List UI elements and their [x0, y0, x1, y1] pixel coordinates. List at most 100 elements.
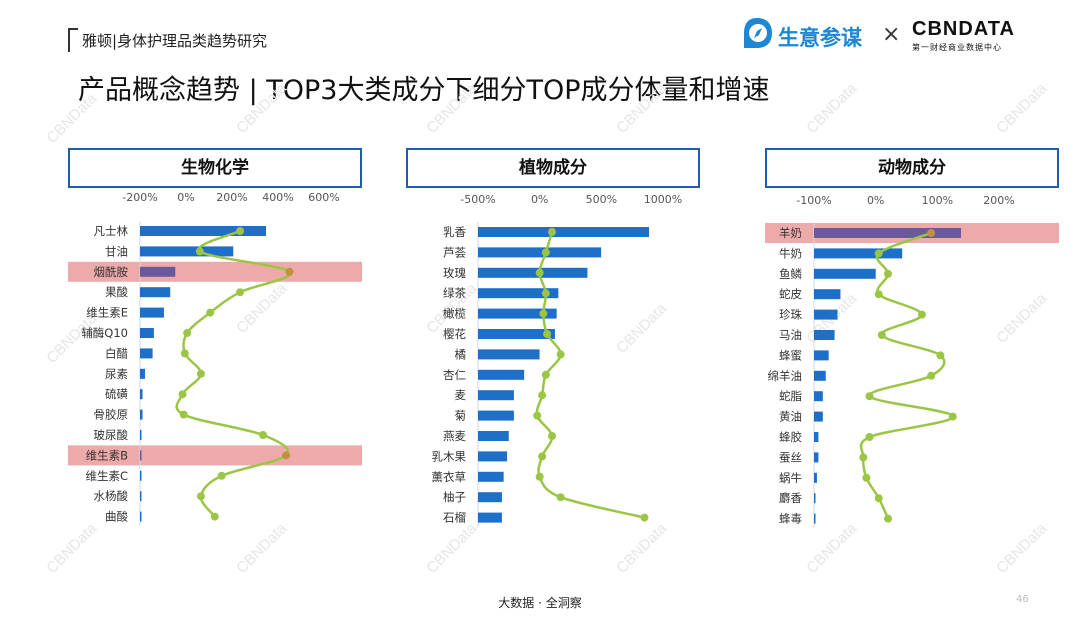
- category-label: 麦: [455, 388, 467, 402]
- axis-tick-label: 200%: [216, 191, 247, 204]
- growth-point: [865, 392, 874, 401]
- growth-point: [548, 228, 556, 236]
- bar: [814, 493, 816, 504]
- partner-logo: CBNDATA: [912, 18, 1015, 40]
- growth-point: [640, 513, 649, 522]
- growth-point: [533, 411, 542, 420]
- growth-point: [541, 248, 550, 257]
- category-label: 玫瑰: [443, 266, 466, 280]
- report-label-text: 雅顿|身体护理品类趋势研究: [82, 32, 268, 50]
- bar: [478, 512, 502, 523]
- bar: [814, 411, 823, 422]
- growth-point: [541, 370, 550, 379]
- category-label: 黄油: [779, 410, 802, 424]
- footer-tagline: 大数据 · 全洞察: [498, 596, 582, 610]
- category-label: 石榴: [443, 511, 466, 525]
- growth-point: [884, 514, 892, 523]
- bar: [140, 450, 142, 461]
- category-label: 甘油: [105, 244, 128, 258]
- growth-point: [236, 227, 245, 235]
- category-label: 维生素B: [86, 448, 128, 462]
- category-label: 玻尿酸: [94, 428, 129, 442]
- growth-point: [236, 288, 245, 297]
- bar: [814, 309, 838, 320]
- category-label: 蜂胶: [779, 430, 802, 444]
- bar: [814, 432, 819, 442]
- category-label: 维生素E: [86, 306, 128, 320]
- axis-tick-label: -200%: [122, 191, 157, 204]
- bar: [478, 288, 559, 299]
- panel-title-biochem: 生物化学: [68, 148, 362, 188]
- growth-point: [538, 452, 547, 461]
- growth-point: [259, 431, 268, 439]
- category-label: 维生素C: [85, 469, 128, 483]
- category-label: 牛奶: [779, 246, 802, 260]
- category-label: 蜗牛: [779, 471, 802, 485]
- growth-line: [859, 231, 955, 520]
- bar: [478, 369, 525, 380]
- category-label: 绿茶: [443, 286, 466, 300]
- category-label: 曲酸: [105, 510, 128, 524]
- category-label: 蚕丝: [779, 450, 802, 464]
- bar: [140, 470, 142, 481]
- bar: [140, 328, 154, 338]
- bar: [478, 390, 514, 401]
- bar: [140, 389, 143, 400]
- growth-point: [541, 289, 550, 298]
- panel-title-plant: 植物成分: [406, 148, 700, 188]
- axis-tick-label: 1000%: [644, 193, 682, 206]
- bar: [814, 513, 816, 524]
- category-label: 水杨酸: [94, 489, 129, 503]
- bar: [478, 308, 557, 319]
- growth-point: [556, 350, 565, 359]
- growth-point: [535, 472, 544, 481]
- category-label: 乳木果: [432, 449, 467, 463]
- bar: [814, 248, 903, 259]
- growth-point: [543, 330, 552, 338]
- axis-tick-label: 0%: [177, 191, 194, 204]
- category-label: 乳香: [443, 225, 466, 239]
- growth-point: [877, 331, 886, 339]
- bar: [478, 492, 502, 503]
- growth-point: [862, 473, 871, 482]
- growth-point: [927, 229, 936, 237]
- growth-point: [178, 390, 187, 399]
- category-label: 薰衣草: [432, 470, 467, 484]
- category-label: 蛇脂: [779, 389, 802, 403]
- bar: [140, 226, 266, 236]
- category-label: 橘: [455, 347, 467, 361]
- category-label: 杏仁: [443, 368, 466, 382]
- axis-tick-label: 600%: [308, 191, 339, 204]
- brand-name: 生意参谋: [778, 26, 862, 50]
- bar: [140, 348, 153, 359]
- category-label: 蛇皮: [779, 287, 802, 301]
- brand-separator: ×: [882, 22, 901, 47]
- growth-point: [196, 492, 205, 501]
- bracket-decoration: [68, 28, 78, 52]
- axis-tick-label: 400%: [262, 191, 293, 204]
- category-label: 硫磺: [105, 387, 128, 401]
- bar: [814, 391, 823, 402]
- axis-tick-label: 0%: [867, 194, 884, 207]
- growth-point: [917, 310, 926, 319]
- bar: [478, 329, 555, 339]
- bar: [478, 431, 509, 441]
- growth-point: [285, 267, 294, 276]
- growth-point: [874, 290, 883, 299]
- bar: [814, 228, 961, 238]
- growth-point: [874, 249, 883, 258]
- bar: [140, 368, 146, 379]
- growth-point: [217, 471, 226, 480]
- bar: [478, 267, 588, 278]
- growth-point: [538, 391, 547, 400]
- bar: [814, 452, 819, 463]
- page-number: 46: [1016, 594, 1029, 605]
- category-label: 珍珠: [779, 308, 802, 322]
- growth-point: [195, 247, 204, 256]
- growth-point: [539, 309, 548, 318]
- growth-point: [865, 433, 874, 441]
- growth-point: [936, 351, 945, 360]
- category-label: 柚子: [443, 490, 466, 504]
- growth-point: [535, 268, 544, 277]
